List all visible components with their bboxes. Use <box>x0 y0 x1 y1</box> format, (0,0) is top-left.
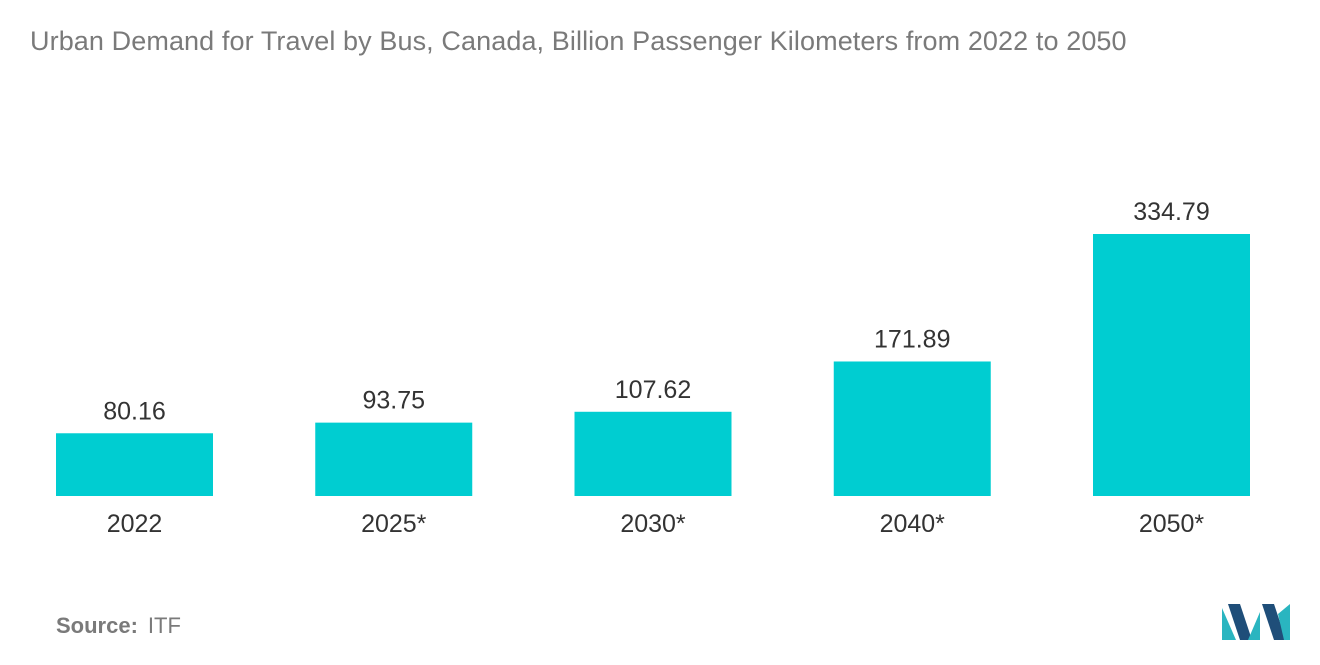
value-label: 334.79 <box>1133 198 1209 226</box>
bar-2025 <box>315 422 473 496</box>
category-label: 2025* <box>361 510 427 538</box>
bar-2040 <box>833 361 991 496</box>
category-label: 2022 <box>107 510 163 538</box>
mordor-intelligence-logo-icon <box>1222 604 1290 640</box>
value-labels-group: 80.16 93.75 107.62 171.89 334.79 <box>103 198 1210 425</box>
source-note: Source: ITF <box>56 613 181 639</box>
category-label: 2050* <box>1139 510 1205 538</box>
source-value: ITF <box>147 613 181 638</box>
bar-2030 <box>574 411 732 496</box>
value-label: 171.89 <box>874 325 950 353</box>
source-label: Source: <box>56 613 138 638</box>
category-labels-group: 2022 2025* 2030* 2040* 2050* <box>107 510 1205 538</box>
bars-group <box>56 234 1250 496</box>
value-label: 93.75 <box>362 387 425 415</box>
category-label: 2030* <box>620 510 686 538</box>
bar-2050 <box>1093 234 1250 496</box>
value-label: 107.62 <box>615 376 691 404</box>
category-label: 2040* <box>880 510 946 538</box>
bar-2022 <box>56 433 213 496</box>
value-label: 80.16 <box>103 397 166 425</box>
chart-title: Urban Demand for Travel by Bus, Canada, … <box>30 26 1127 56</box>
